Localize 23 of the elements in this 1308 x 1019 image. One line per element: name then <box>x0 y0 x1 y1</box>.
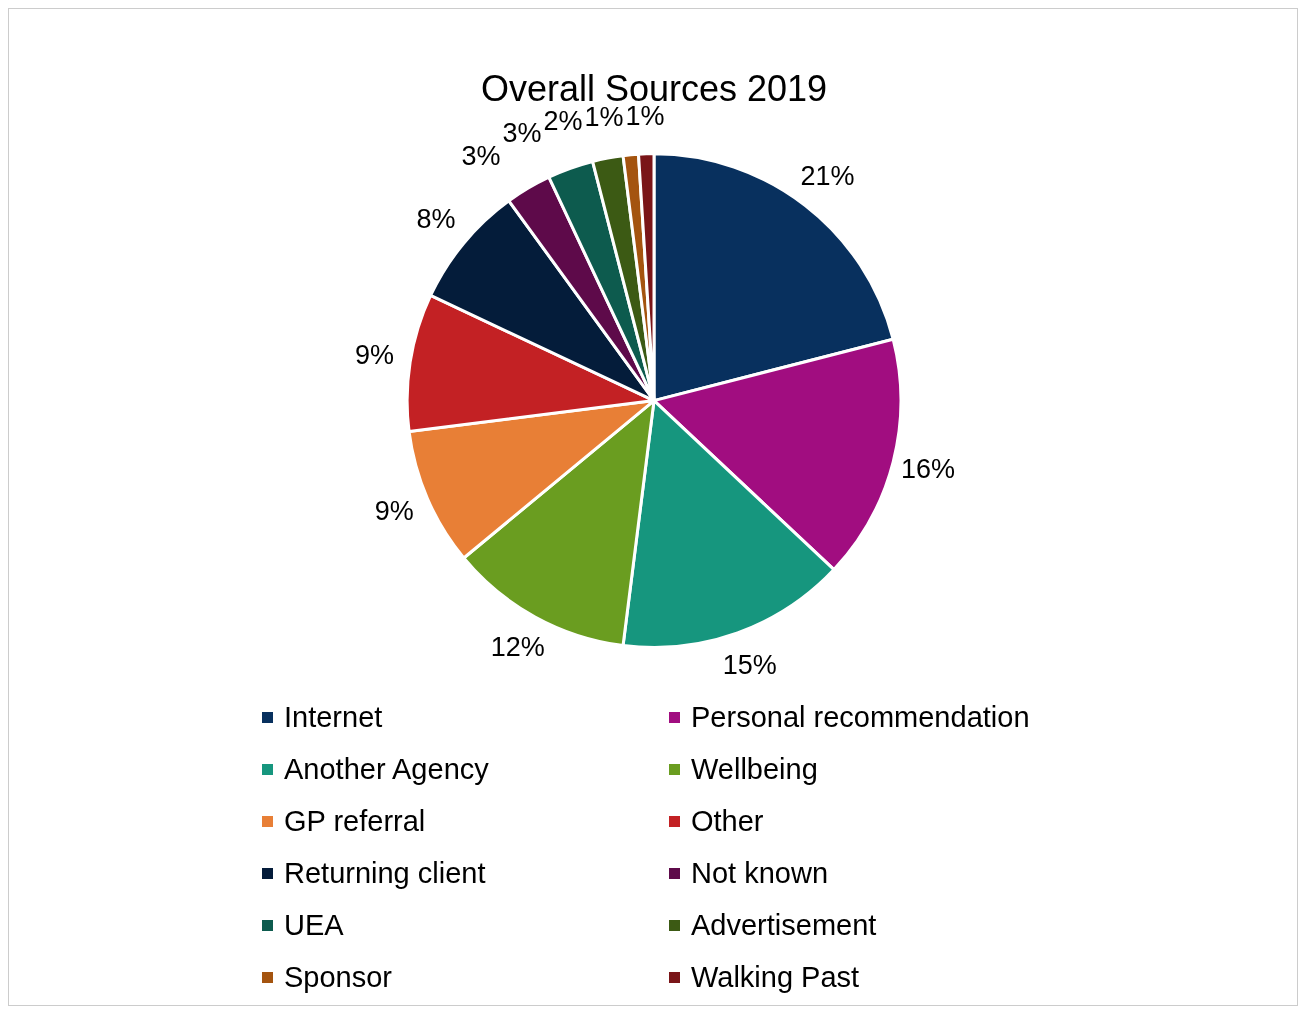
legend-label: Internet <box>284 700 383 734</box>
legend-label: Not known <box>691 856 829 890</box>
legend-label: UEA <box>284 908 344 942</box>
data-label: 3% <box>502 117 542 148</box>
data-label: 3% <box>461 140 501 171</box>
data-label: 2% <box>543 106 583 137</box>
legend-label: Sponsor <box>284 960 393 994</box>
legend-label: Other <box>691 804 764 838</box>
data-label: 15% <box>722 650 777 681</box>
data-label: 21% <box>800 160 855 191</box>
legend-label: Personal recommendation <box>691 700 1030 734</box>
legend-label: Wellbeing <box>691 752 818 786</box>
legend-label: Returning client <box>284 856 486 890</box>
data-label: 9% <box>355 339 395 370</box>
legend-label: Advertisement <box>691 908 877 942</box>
legend-label: Walking Past <box>691 960 860 994</box>
data-label: 9% <box>374 496 414 527</box>
data-label: 1% <box>584 102 624 133</box>
data-label: 8% <box>416 203 456 234</box>
data-label: 16% <box>900 454 956 485</box>
data-label: 12% <box>490 631 545 662</box>
legend-label: Another Agency <box>284 752 489 786</box>
legend-label: GP referral <box>284 804 426 838</box>
